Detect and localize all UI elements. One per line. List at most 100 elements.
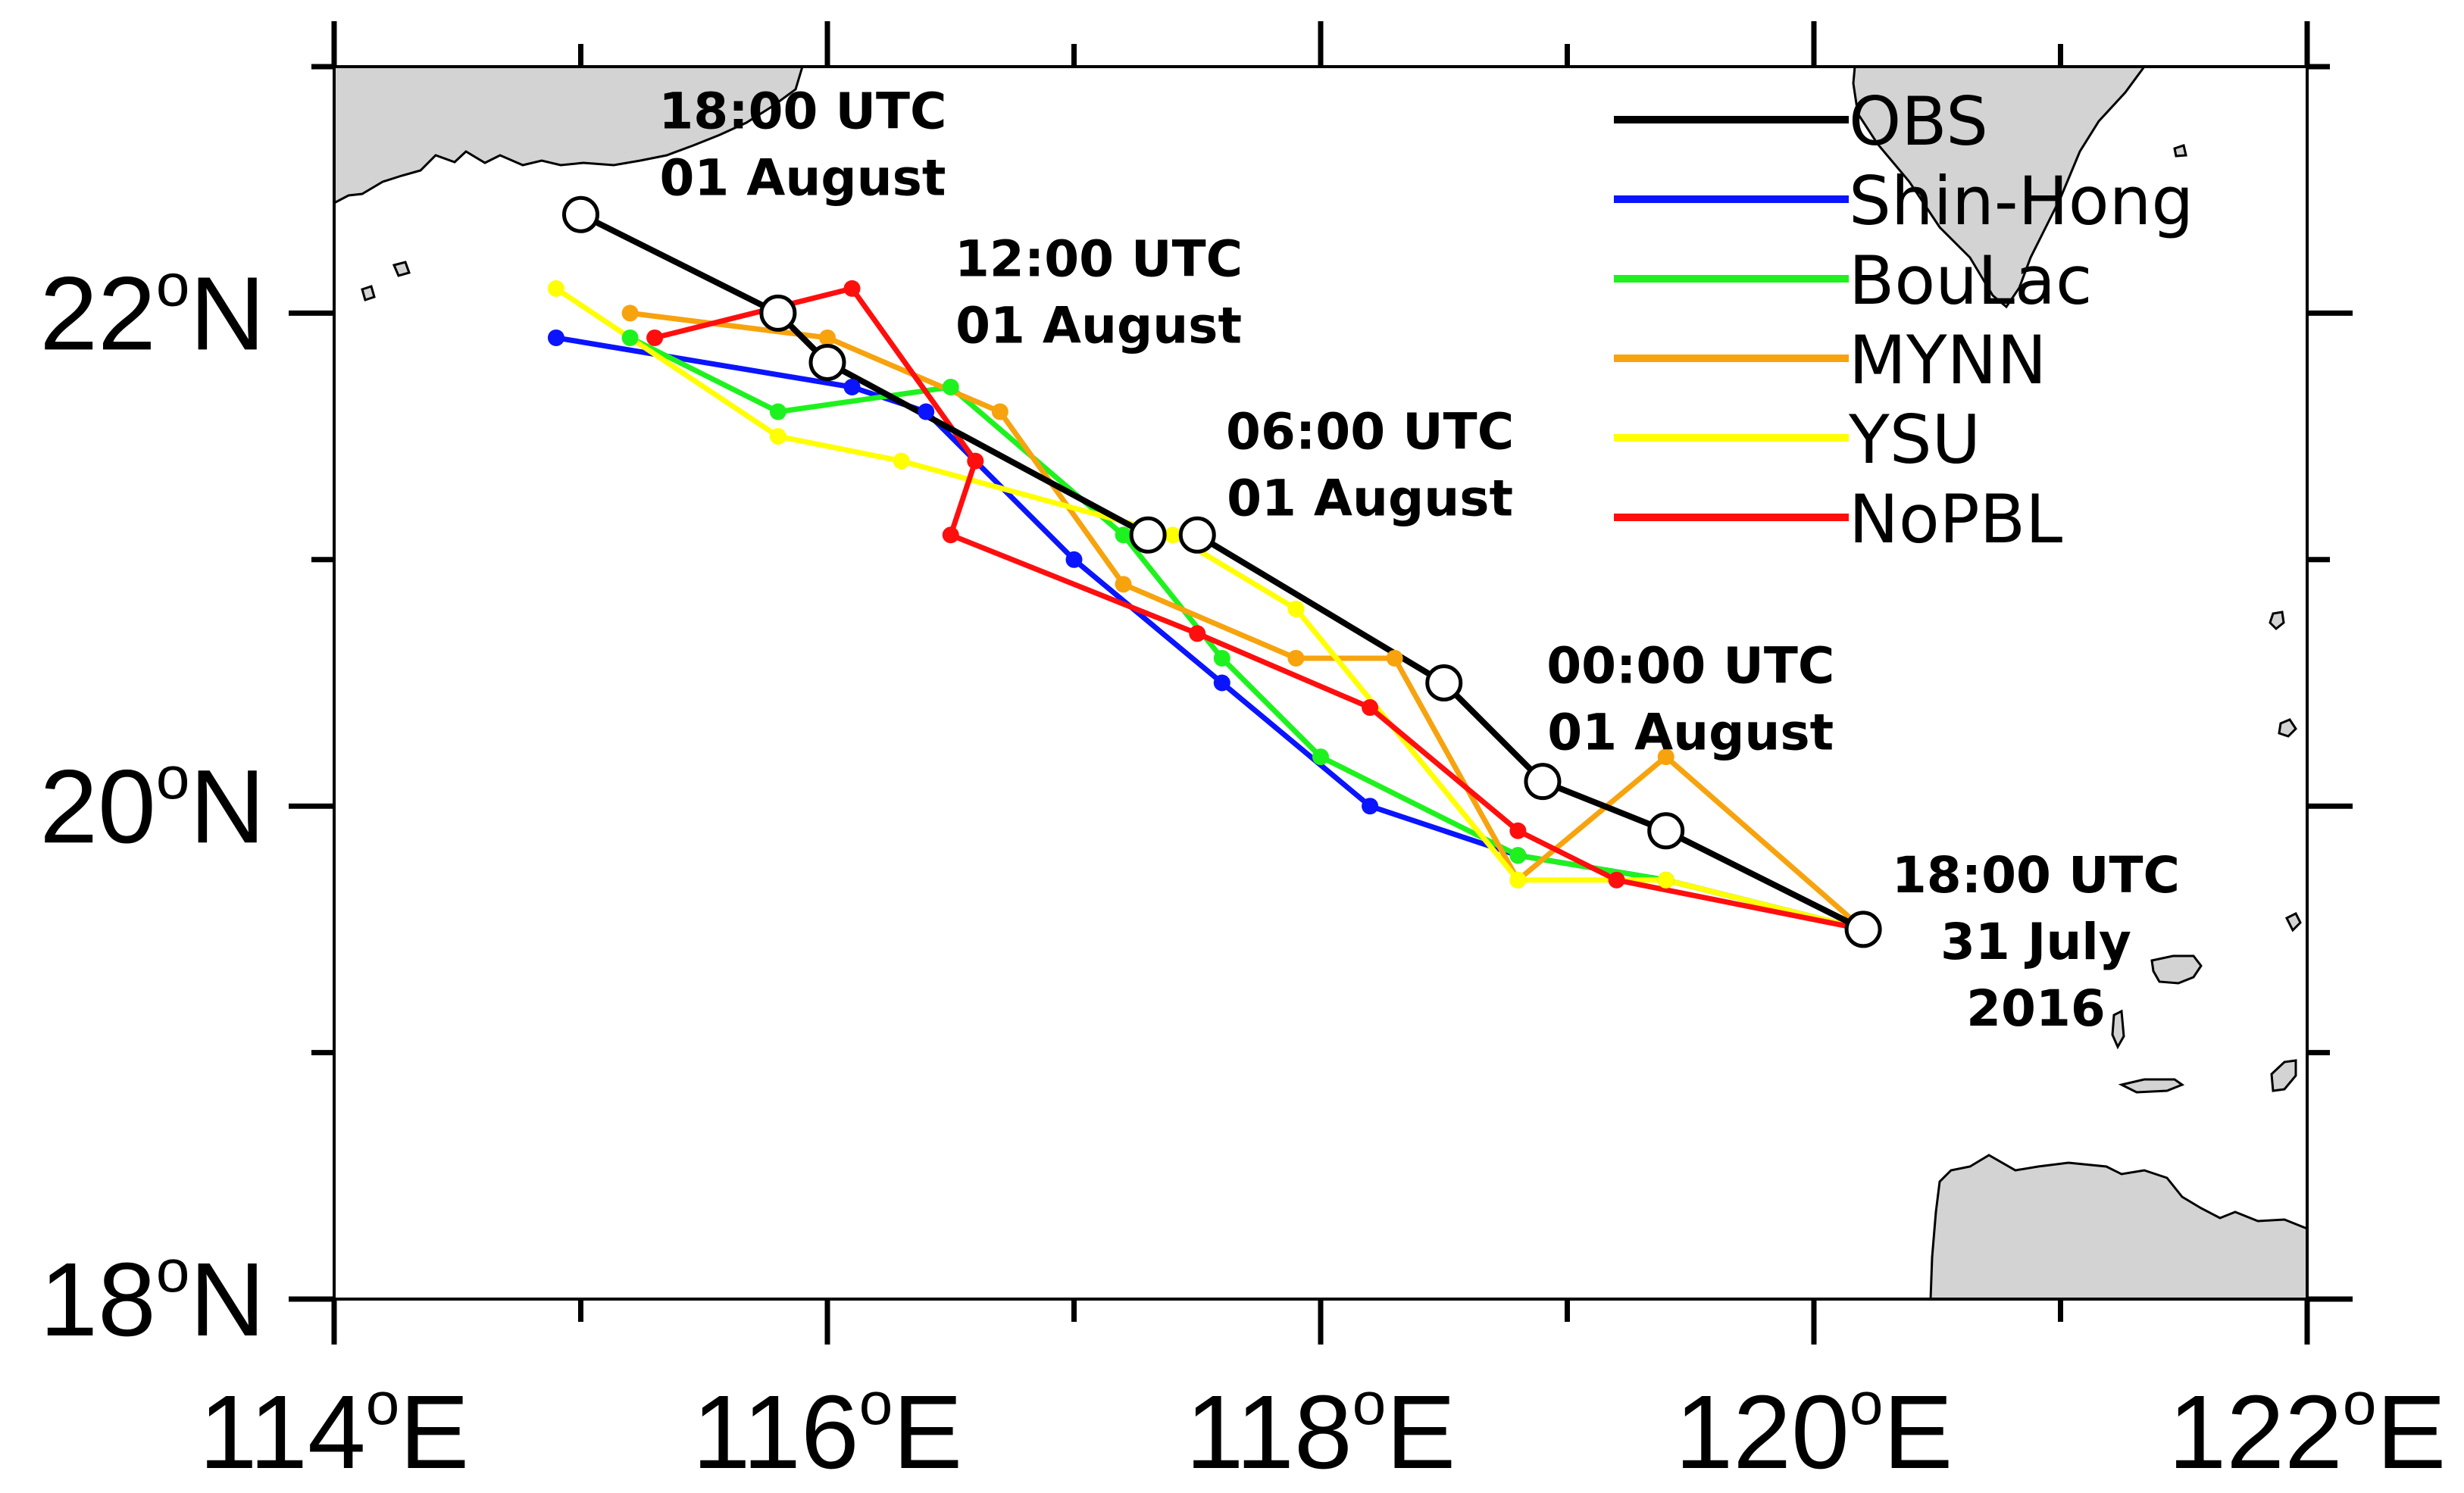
babuyan-island: [2150, 954, 2203, 985]
time-annotation-0-line-2: 01 August: [659, 148, 946, 207]
x-tick-label-118: 118oE: [1186, 1370, 1456, 1491]
marker-nopbl-3: [1362, 699, 1379, 717]
marker-boulac-8: [621, 329, 639, 346]
marker-nopbl-2: [1509, 822, 1527, 839]
axes: 114oE 116oE 118oE 120oE 122oE 18oN 20oN 22oN: [39, 21, 2446, 1491]
time-annotation-2-line-2: 01 August: [1227, 469, 1513, 527]
fuga-island: [2111, 1009, 2125, 1050]
marker-nopbl-1: [1608, 871, 1625, 889]
marker-mynn-5: [1115, 576, 1132, 593]
x-tick-label-120: 120oE: [1675, 1370, 1953, 1491]
obs-marker-6: [808, 343, 846, 381]
marker-shin-hong-7: [843, 379, 861, 396]
marker-boulac-7: [769, 403, 786, 420]
legend-entry-mynn: MYNN: [1614, 321, 2047, 399]
marker-mynn-4: [1287, 649, 1305, 667]
legend-label-shin-hong: Shin-Hong: [1849, 162, 2194, 240]
marker-shin-hong-5: [1065, 551, 1083, 568]
track-line-ysu: [553, 286, 1866, 932]
marker-nopbl-4: [1189, 625, 1206, 642]
legend-entry-nopbl: NoPBL: [1614, 480, 2062, 558]
taiwan-islet: [2173, 144, 2187, 158]
time-annotation-3: 00:00 UTC 01 August: [1546, 637, 1834, 762]
marker-boulac-5: [1115, 526, 1132, 544]
legend-entry-shin-hong: Shin-Hong: [1614, 162, 2194, 240]
time-annotation-4-line-1: 18:00 UTC: [1892, 846, 2180, 904]
marker-ysu-5: [893, 452, 910, 470]
marker-boulac-6: [942, 379, 959, 396]
obs-marker-5: [1129, 516, 1167, 554]
track-markers: [547, 195, 1882, 948]
calayan-island: [2118, 1078, 2185, 1094]
hainan-islet-2: [392, 261, 411, 277]
time-annotation-1: 12:00 UTC 01 August: [955, 230, 1243, 355]
time-annotation-4: 18:00 UTC 31 July 2016: [1892, 846, 2180, 1038]
obs-marker-1: [1647, 812, 1685, 850]
obs-marker-2: [1524, 763, 1562, 801]
marker-nopbl-8: [646, 329, 664, 346]
y-tick-label-18: 18oN: [39, 1237, 265, 1358]
obs-marker-4: [1178, 516, 1216, 554]
legend-entry-ysu: YSU: [1614, 401, 1981, 479]
marker-ysu-2: [1509, 871, 1527, 889]
legend-label-obs: OBS: [1849, 83, 1988, 161]
time-annotation-1-line-1: 12:00 UTC: [955, 230, 1243, 289]
obs-marker-3: [1425, 664, 1463, 701]
time-annotation-1-line-2: 01 August: [955, 297, 1242, 355]
marker-mynn-8: [621, 305, 639, 322]
obs-marker-7: [759, 294, 797, 332]
x-tick-label-114: 114oE: [199, 1370, 470, 1491]
marker-nopbl-7: [843, 280, 861, 297]
marker-mynn-6: [991, 403, 1008, 420]
marker-shin-hong-8: [547, 329, 564, 346]
x-tick-label-116: 116oE: [693, 1370, 963, 1491]
taiwan-island: [1852, 65, 2147, 309]
legend-entry-boulac: BouLac: [1614, 242, 2092, 320]
y-tick-label-22: 22oN: [39, 251, 265, 372]
time-annotation-0-line-1: 18:00 UTC: [658, 82, 946, 140]
x-tick-label-122: 122oE: [2169, 1370, 2447, 1491]
time-annotation-4-line-2: 31 July: [1940, 913, 2131, 971]
marker-nopbl-6: [967, 452, 984, 470]
batan-island-1: [2269, 611, 2285, 631]
legend-label-mynn: MYNN: [1849, 321, 2047, 399]
marker-boulac-3: [1312, 748, 1329, 766]
batan-island-3: [2284, 911, 2302, 932]
marker-mynn-7: [819, 329, 836, 346]
marker-shin-hong-4: [1213, 674, 1230, 692]
marker-ysu-3: [1287, 600, 1305, 617]
time-annotation-0: 18:00 UTC 01 August: [658, 82, 946, 207]
marker-mynn-3: [1386, 649, 1403, 667]
time-annotation-2: 06:00 UTC 01 August: [1226, 402, 1514, 527]
time-annotation-2-line-1: 06:00 UTC: [1226, 402, 1514, 461]
marker-mynn-1: [1657, 748, 1674, 766]
y-tick-label-20: 20oN: [39, 744, 265, 865]
marker-nopbl-5: [942, 526, 959, 544]
marker-ysu-4: [1164, 526, 1181, 544]
time-annotation-3-line-1: 00:00 UTC: [1546, 637, 1834, 695]
obs-marker-8: [562, 195, 599, 233]
obs-marker-0: [1844, 910, 1882, 948]
marker-boulac-2: [1509, 847, 1527, 864]
land-masses: [333, 65, 2309, 1301]
legend-label-ysu: YSU: [1848, 401, 1981, 479]
marker-ysu-6: [769, 428, 786, 445]
camiguin-island: [2270, 1059, 2297, 1092]
marker-shin-hong-6: [918, 403, 935, 420]
luzon-island: [1929, 1154, 2309, 1301]
batan-island-2: [2278, 718, 2297, 738]
legend-entry-obs: OBS: [1614, 83, 1988, 161]
hainan-islet-1: [361, 285, 376, 301]
marker-ysu-7: [547, 280, 564, 297]
time-annotation-4-line-3: 2016: [1966, 979, 2106, 1038]
time-annotation-3-line-2: 01 August: [1547, 704, 1834, 762]
china-coast: [333, 65, 805, 205]
legend-label-boulac: BouLac: [1849, 242, 2092, 320]
legend-label-nopbl: NoPBL: [1849, 480, 2062, 558]
marker-ysu-1: [1657, 871, 1674, 889]
marker-boulac-4: [1213, 649, 1230, 667]
marker-shin-hong-3: [1362, 798, 1379, 815]
